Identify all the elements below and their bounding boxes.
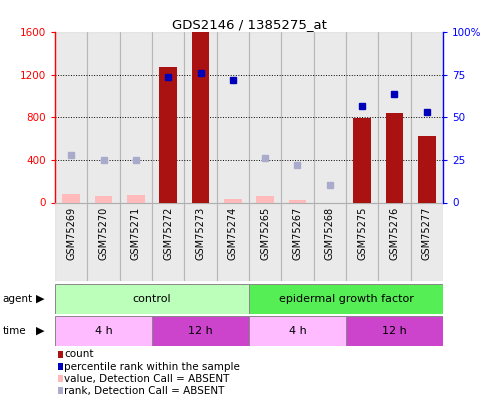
Text: value, Detection Call = ABSENT: value, Detection Call = ABSENT bbox=[64, 374, 229, 384]
Bar bbox=[411, 32, 443, 202]
Bar bbox=[249, 316, 346, 346]
Text: GSM75273: GSM75273 bbox=[196, 207, 205, 260]
Text: agent: agent bbox=[2, 294, 32, 304]
Text: 12 h: 12 h bbox=[382, 326, 407, 336]
Bar bbox=[249, 32, 281, 202]
Text: GSM75268: GSM75268 bbox=[325, 207, 335, 260]
Bar bbox=[55, 284, 249, 314]
Text: GSM75276: GSM75276 bbox=[389, 207, 399, 260]
Text: GSM75265: GSM75265 bbox=[260, 207, 270, 260]
Bar bbox=[217, 202, 249, 281]
Text: ▶: ▶ bbox=[36, 294, 45, 304]
Bar bbox=[418, 136, 436, 202]
Text: time: time bbox=[2, 326, 26, 336]
Bar bbox=[185, 202, 217, 281]
Text: 4 h: 4 h bbox=[289, 326, 306, 336]
Bar bbox=[55, 316, 152, 346]
Bar bbox=[346, 316, 443, 346]
Text: rank, Detection Call = ABSENT: rank, Detection Call = ABSENT bbox=[64, 386, 225, 396]
Bar bbox=[62, 194, 80, 202]
Bar bbox=[385, 113, 403, 202]
Bar bbox=[120, 202, 152, 281]
Text: GSM75272: GSM75272 bbox=[163, 207, 173, 260]
Bar bbox=[256, 196, 274, 202]
Text: GSM75269: GSM75269 bbox=[66, 207, 76, 260]
Text: 12 h: 12 h bbox=[188, 326, 213, 336]
Bar bbox=[152, 32, 185, 202]
Bar bbox=[55, 202, 87, 281]
Bar bbox=[152, 316, 249, 346]
Text: epidermal growth factor: epidermal growth factor bbox=[279, 294, 413, 304]
Bar bbox=[127, 195, 145, 202]
Bar bbox=[249, 284, 443, 314]
Bar bbox=[288, 200, 306, 202]
Bar bbox=[87, 32, 120, 202]
Text: GSM75270: GSM75270 bbox=[99, 207, 109, 260]
Bar bbox=[411, 202, 443, 281]
Text: GSM75277: GSM75277 bbox=[422, 207, 432, 260]
Bar bbox=[346, 202, 378, 281]
Bar bbox=[249, 202, 281, 281]
Bar bbox=[346, 32, 378, 202]
Text: GSM75274: GSM75274 bbox=[228, 207, 238, 260]
Bar bbox=[281, 202, 313, 281]
Text: 4 h: 4 h bbox=[95, 326, 113, 336]
Bar bbox=[159, 68, 177, 202]
Bar bbox=[152, 202, 185, 281]
Bar bbox=[353, 118, 371, 202]
Bar bbox=[185, 32, 217, 202]
Bar bbox=[224, 199, 242, 202]
Bar bbox=[87, 202, 120, 281]
Text: percentile rank within the sample: percentile rank within the sample bbox=[64, 362, 240, 371]
Bar bbox=[55, 32, 87, 202]
Text: GSM75267: GSM75267 bbox=[293, 207, 302, 260]
Text: count: count bbox=[64, 350, 94, 359]
Bar bbox=[313, 32, 346, 202]
Text: control: control bbox=[133, 294, 171, 304]
Bar bbox=[95, 196, 113, 202]
Bar bbox=[378, 202, 411, 281]
Title: GDS2146 / 1385275_at: GDS2146 / 1385275_at bbox=[171, 18, 327, 31]
Bar bbox=[281, 32, 313, 202]
Text: ▶: ▶ bbox=[36, 326, 45, 336]
Bar bbox=[217, 32, 249, 202]
Bar bbox=[313, 202, 346, 281]
Bar bbox=[192, 32, 210, 202]
Text: GSM75275: GSM75275 bbox=[357, 207, 367, 260]
Bar bbox=[120, 32, 152, 202]
Bar bbox=[378, 32, 411, 202]
Text: GSM75271: GSM75271 bbox=[131, 207, 141, 260]
